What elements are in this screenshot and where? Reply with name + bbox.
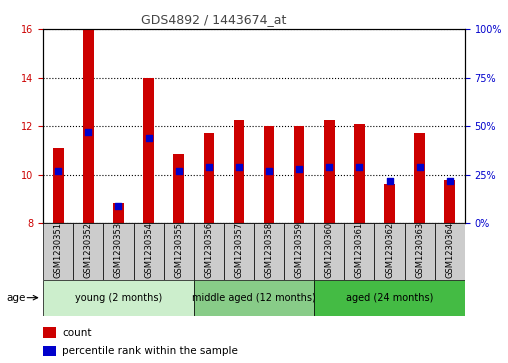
Point [325, 164, 333, 170]
Point [355, 164, 363, 170]
Text: GSM1230355: GSM1230355 [174, 222, 183, 278]
Text: GDS4892 / 1443674_at: GDS4892 / 1443674_at [141, 13, 286, 26]
Bar [354, 124, 365, 223]
Bar [204, 134, 214, 223]
Bar [264, 126, 274, 223]
Text: GSM1230352: GSM1230352 [84, 222, 93, 278]
Point [144, 135, 152, 141]
Text: percentile rank within the sample: percentile rank within the sample [62, 346, 238, 356]
Point [416, 164, 424, 170]
Text: GSM1230357: GSM1230357 [234, 222, 243, 278]
Bar [73, 223, 104, 280]
Point [386, 178, 394, 183]
Bar [164, 223, 194, 280]
Text: GSM1230353: GSM1230353 [114, 222, 123, 278]
Point [205, 164, 213, 170]
Point [295, 166, 303, 172]
Bar [344, 223, 374, 280]
Bar [284, 223, 314, 280]
Point [54, 168, 62, 174]
Bar [374, 223, 404, 280]
Bar [404, 223, 435, 280]
Text: GSM1230356: GSM1230356 [204, 222, 213, 278]
Bar [435, 223, 465, 280]
Text: GSM1230364: GSM1230364 [445, 222, 454, 278]
Text: GSM1230361: GSM1230361 [355, 222, 364, 278]
Bar [254, 223, 284, 280]
Bar [43, 223, 73, 280]
Bar [83, 29, 93, 223]
Text: age: age [6, 293, 25, 303]
Point [175, 168, 183, 174]
Point [84, 129, 92, 135]
Text: GSM1230360: GSM1230360 [325, 222, 334, 278]
Point [114, 203, 122, 209]
Point [235, 164, 243, 170]
Text: aged (24 months): aged (24 months) [346, 293, 433, 303]
Point [446, 178, 454, 183]
Point [265, 168, 273, 174]
Bar [104, 223, 134, 280]
Text: young (2 months): young (2 months) [75, 293, 162, 303]
Bar [53, 148, 64, 223]
Bar [143, 78, 154, 223]
Bar [444, 180, 455, 223]
Text: count: count [62, 327, 91, 338]
Text: GSM1230354: GSM1230354 [144, 222, 153, 278]
Bar [234, 120, 244, 223]
Bar [43, 280, 194, 316]
Bar [173, 154, 184, 223]
Bar [314, 280, 465, 316]
Bar [194, 280, 314, 316]
Bar [384, 184, 395, 223]
Text: GSM1230359: GSM1230359 [295, 222, 304, 278]
Bar [43, 346, 56, 356]
Bar [113, 203, 124, 223]
Text: GSM1230351: GSM1230351 [54, 222, 63, 278]
Bar [224, 223, 254, 280]
Text: GSM1230362: GSM1230362 [385, 222, 394, 278]
Bar [415, 134, 425, 223]
Text: middle aged (12 months): middle aged (12 months) [192, 293, 316, 303]
Bar [134, 223, 164, 280]
Text: GSM1230358: GSM1230358 [265, 222, 274, 278]
Text: GSM1230363: GSM1230363 [415, 222, 424, 278]
Bar [324, 120, 335, 223]
Bar [314, 223, 344, 280]
Bar [294, 126, 304, 223]
Bar [43, 327, 56, 338]
Bar [194, 223, 224, 280]
